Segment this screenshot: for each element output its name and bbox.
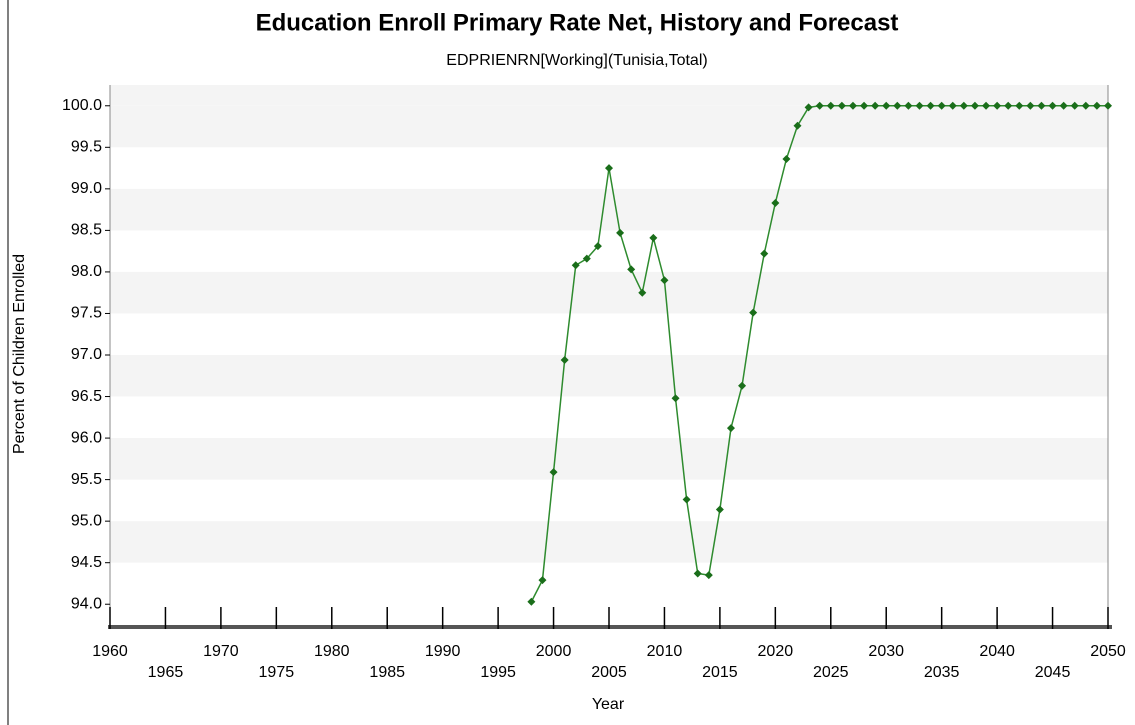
y-tick-label: 96.5 [71, 388, 102, 405]
grid-band [110, 521, 1108, 563]
data-point [1026, 101, 1035, 110]
data-point [893, 101, 902, 110]
data-point [538, 576, 547, 585]
data-point [882, 101, 891, 110]
data-point [993, 101, 1002, 110]
chart-title: Education Enroll Primary Rate Net, Histo… [256, 9, 899, 36]
x-tick-label: 2005 [591, 664, 627, 681]
data-point [593, 242, 602, 251]
data-point [915, 101, 924, 110]
data-point [926, 101, 935, 110]
y-tick-label: 98.5 [71, 222, 102, 239]
data-point [671, 394, 680, 403]
y-tick-label: 99.5 [71, 139, 102, 156]
x-tick-label: 2045 [1035, 664, 1071, 681]
data-point [549, 468, 558, 477]
y-tick-label: 95.5 [71, 471, 102, 488]
data-point [738, 381, 747, 390]
data-point [715, 505, 724, 514]
x-tick-label: 2010 [647, 643, 683, 660]
data-point [848, 101, 857, 110]
y-tick-label: 97.5 [71, 305, 102, 322]
data-point [860, 101, 869, 110]
grid-band [110, 188, 1108, 231]
data-point [649, 233, 658, 242]
y-tick-label: 94.5 [71, 554, 102, 571]
data-point [660, 276, 669, 285]
grid-band [110, 105, 1108, 148]
y-tick-label: 99.0 [71, 180, 102, 197]
data-point [627, 265, 636, 274]
data-point [871, 101, 880, 110]
y-tick-label: 96.0 [71, 429, 102, 446]
data-point [826, 101, 835, 110]
data-point [815, 101, 824, 110]
x-tick-label: 1975 [259, 664, 295, 681]
data-point [726, 424, 735, 433]
grid-band [110, 438, 1108, 480]
data-point [527, 597, 536, 606]
data-point [1081, 101, 1090, 110]
data-point [982, 101, 991, 110]
data-point [937, 101, 946, 110]
data-point [948, 101, 957, 110]
x-tick-label: 1965 [148, 664, 184, 681]
x-tick-label: 1980 [314, 643, 350, 660]
data-point [1015, 101, 1024, 110]
y-tick-label: 100.0 [62, 97, 102, 114]
x-tick-label: 2050 [1090, 643, 1126, 660]
data-point [782, 154, 791, 163]
grid-band [110, 85, 1108, 106]
x-tick-label: 1990 [425, 643, 461, 660]
data-point [560, 355, 569, 364]
data-point [704, 571, 713, 580]
x-tick-label: 2015 [702, 664, 738, 681]
data-point [638, 288, 647, 297]
y-tick-label: 95.0 [71, 512, 102, 529]
data-point [571, 261, 580, 270]
data-point [1104, 101, 1112, 110]
data-point [760, 249, 769, 258]
x-tick-label: 2035 [924, 664, 960, 681]
data-point [682, 495, 691, 504]
x-tick-label: 1995 [480, 664, 516, 681]
x-axis [108, 625, 1112, 629]
y-axis-label: Percent of Children Enrolled [11, 254, 28, 454]
data-point [1059, 101, 1068, 110]
x-tick-label: 2020 [758, 643, 794, 660]
data-point [904, 101, 913, 110]
data-point [1048, 101, 1057, 110]
data-point [1037, 101, 1046, 110]
data-point [804, 103, 813, 112]
data-point [771, 198, 780, 207]
grid-band [110, 271, 1108, 314]
data-point [693, 569, 702, 578]
x-tick-label: 1960 [92, 643, 128, 660]
x-axis-label: Year [592, 696, 625, 713]
data-point [1070, 101, 1079, 110]
data-point [749, 308, 758, 317]
data-point [1092, 101, 1101, 110]
data-point [793, 121, 802, 130]
data-point [616, 228, 625, 237]
data-point [959, 101, 968, 110]
chart-subtitle: EDPRIENRN[Working](Tunisia,Total) [446, 52, 707, 69]
x-tick-label: 1985 [369, 664, 405, 681]
y-tick-label: 94.0 [71, 595, 102, 612]
x-tick-label: 1970 [203, 643, 239, 660]
data-point [1004, 101, 1013, 110]
x-tick-label: 2030 [868, 643, 904, 660]
data-point [837, 101, 846, 110]
x-tick-label: 2025 [813, 664, 849, 681]
y-tick-label: 98.0 [71, 263, 102, 280]
data-point [582, 254, 591, 263]
data-point [970, 101, 979, 110]
data-point [605, 164, 613, 173]
y-tick-label: 97.0 [71, 346, 102, 363]
x-tick-label: 2000 [536, 643, 572, 660]
grid-band [110, 355, 1108, 397]
x-tick-label: 2040 [979, 643, 1015, 660]
